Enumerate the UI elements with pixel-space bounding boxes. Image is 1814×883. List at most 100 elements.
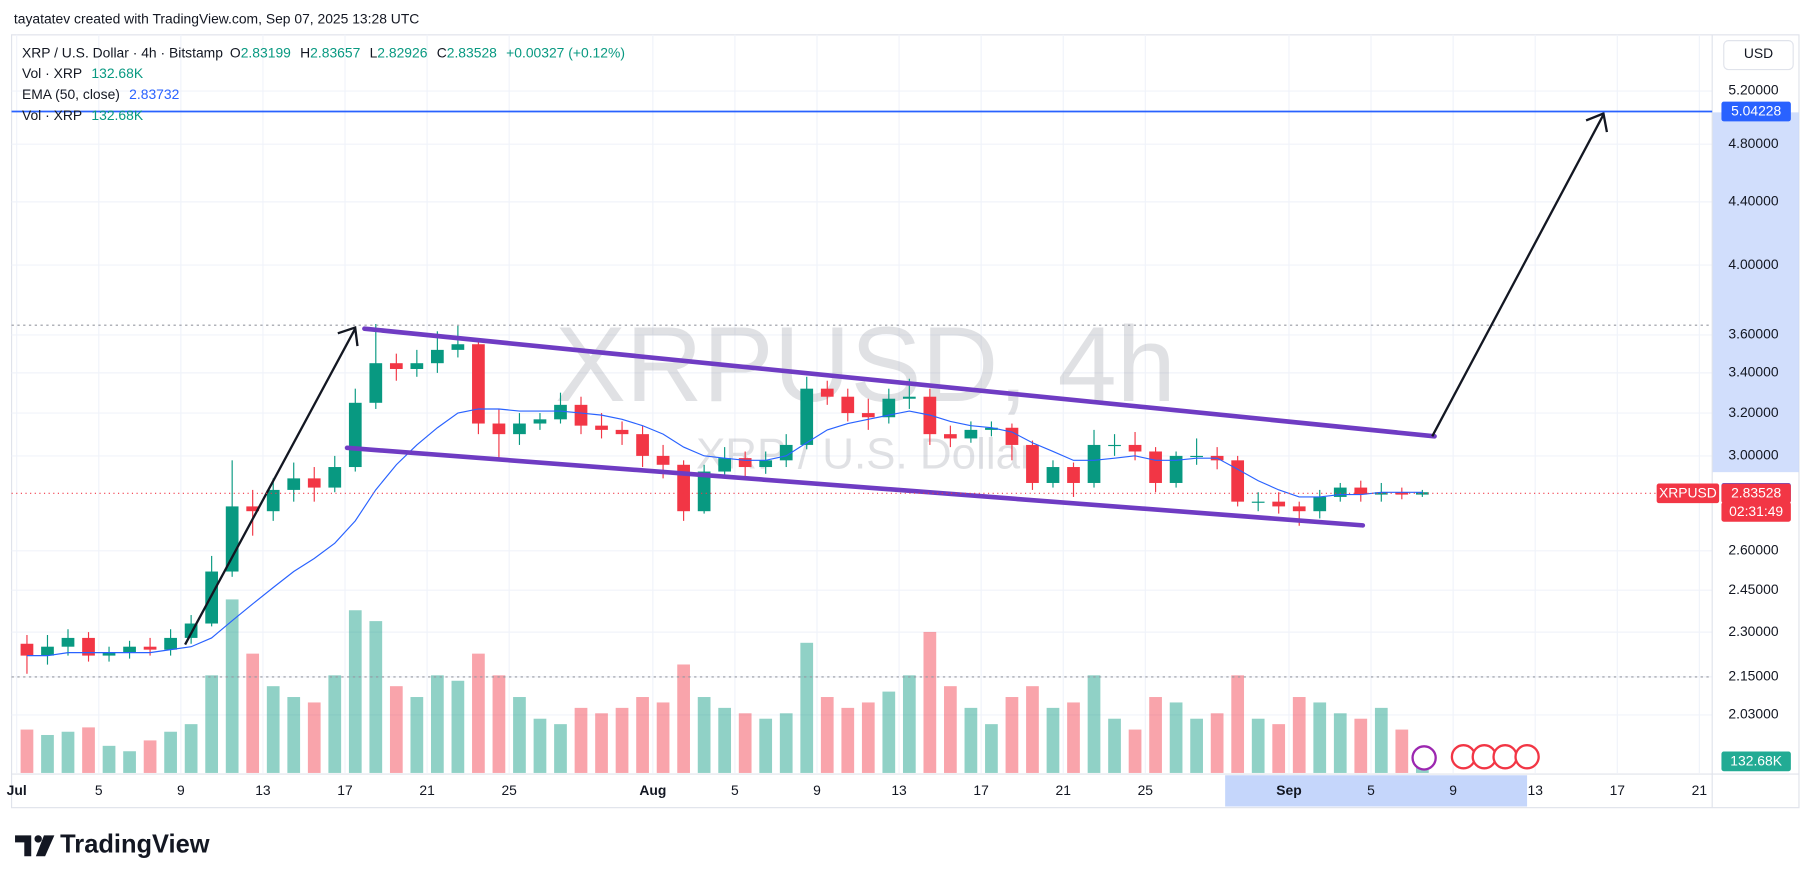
economic-event-icon[interactable]: [1514, 744, 1540, 770]
legend-row-value: 2.83732: [129, 86, 179, 102]
economic-event-icon[interactable]: [1492, 744, 1518, 770]
candle-body: [389, 363, 403, 369]
volume-bar: [246, 653, 260, 773]
candle-body: [1067, 467, 1080, 483]
flagpole-arrow: [184, 328, 357, 646]
candle-body: [861, 413, 875, 418]
candle-body: [1005, 427, 1019, 445]
currency-label[interactable]: USD: [1744, 45, 1773, 61]
volume-bar: [902, 675, 916, 773]
volume-bar: [841, 707, 855, 773]
candle-body: [225, 506, 239, 572]
volume-bar: [759, 718, 773, 773]
y-tick-label: 2.15000: [1728, 668, 1778, 684]
volume-bar: [184, 724, 198, 773]
candle-body: [20, 643, 34, 656]
logo-text: TradingView: [60, 831, 210, 859]
candle-body: [718, 458, 732, 472]
volume-bar: [1169, 702, 1183, 773]
volume-bar: [1067, 702, 1080, 773]
last-price-tag-box: [1721, 483, 1791, 504]
volume-bar: [677, 664, 690, 773]
candle-body: [1149, 451, 1162, 483]
symbol-tag-box: [1656, 483, 1720, 504]
y-tick-label: 3.20000: [1728, 404, 1778, 420]
volume-bar: [636, 697, 649, 773]
x-tick-label: 9: [813, 782, 821, 798]
x-tick-label: Sep: [1276, 782, 1301, 798]
legend-close: 2.83528: [447, 44, 497, 60]
volume-bar: [1046, 707, 1060, 773]
candle-body: [1108, 444, 1121, 447]
candle-body: [492, 423, 506, 435]
attribution: tayatatev created with TradingView.com, …: [14, 10, 419, 26]
x-tick-label: 17: [1610, 782, 1626, 798]
volume-tag-box: [1721, 751, 1791, 772]
candle-body: [1128, 444, 1142, 452]
candle-body: [1292, 506, 1306, 512]
volume-bar: [307, 702, 321, 773]
volume-bar: [533, 718, 547, 773]
x-tick-label: Aug: [639, 782, 666, 798]
legend-high-label: H: [300, 44, 310, 60]
x-tick-label: 5: [1367, 782, 1375, 798]
y-tick-label: 2.60000: [1728, 541, 1778, 557]
flagpole-arrowhead: [337, 326, 359, 347]
logo-mark: [15, 835, 55, 857]
volume-bar: [123, 751, 136, 773]
watermark-subtitle: XRP / U.S. Dollar: [696, 430, 1035, 479]
x-tick-label: 21: [1056, 782, 1072, 798]
candle-body: [1087, 444, 1101, 483]
volume-bar: [1087, 675, 1101, 773]
legend-row: EMA (50, close) 2.83732: [22, 86, 180, 102]
x-tick-label: Jul: [7, 782, 27, 798]
candle-body: [287, 478, 301, 490]
candle-body: [143, 646, 157, 650]
volume-bar: [513, 697, 526, 773]
candle-body: [1333, 487, 1347, 497]
event-icon[interactable]: [1411, 745, 1437, 771]
volume-bar: [861, 702, 875, 773]
volume-bar: [615, 707, 629, 773]
volume-bar: [492, 675, 506, 773]
volume-bar: [431, 675, 444, 773]
volume-bar: [1333, 713, 1347, 773]
volume-bar: [451, 680, 465, 773]
candle-body: [246, 506, 260, 512]
x-tick-label: 9: [177, 782, 185, 798]
volume-bar: [82, 727, 95, 773]
logo-shape: [15, 835, 32, 857]
volume-bar: [1272, 724, 1286, 773]
economic-event-icon[interactable]: [1471, 744, 1498, 770]
candle-body: [697, 471, 711, 512]
y-tick-label: 2.03000: [1728, 706, 1778, 722]
volume-bar: [1231, 675, 1245, 773]
currency-button[interactable]: [1723, 40, 1794, 71]
candle-body: [1272, 501, 1286, 507]
y-tick-label: 4.40000: [1728, 193, 1778, 209]
candle-body: [1046, 467, 1060, 483]
y-tick-label: 4.00000: [1728, 256, 1778, 272]
countdown-tag: 02:31:49: [1729, 503, 1783, 519]
last-price-tag: 2.83528: [1731, 485, 1781, 501]
volume-bar: [389, 686, 403, 773]
legend-row-label: EMA (50, close): [22, 86, 120, 102]
countdown-tag-box: [1721, 502, 1791, 522]
candle-body: [1415, 492, 1429, 495]
volume-bar: [1128, 729, 1142, 773]
legend-row: Vol · XRP 132.68K: [22, 65, 144, 81]
candle-body: [656, 455, 670, 465]
candle-body: [431, 349, 444, 364]
legend-close-label: C: [437, 44, 447, 60]
legend-high: 2.83657: [310, 44, 360, 60]
volume-bar: [1149, 697, 1162, 773]
x-tick-label: 21: [1692, 782, 1708, 798]
candle-body: [451, 344, 465, 350]
candle-body: [41, 646, 54, 656]
target-arrowhead: [1585, 111, 1609, 133]
volume-bar: [820, 697, 834, 773]
legend-change: +0.00327 (+0.12%): [506, 44, 625, 60]
volume-bar: [697, 697, 711, 773]
